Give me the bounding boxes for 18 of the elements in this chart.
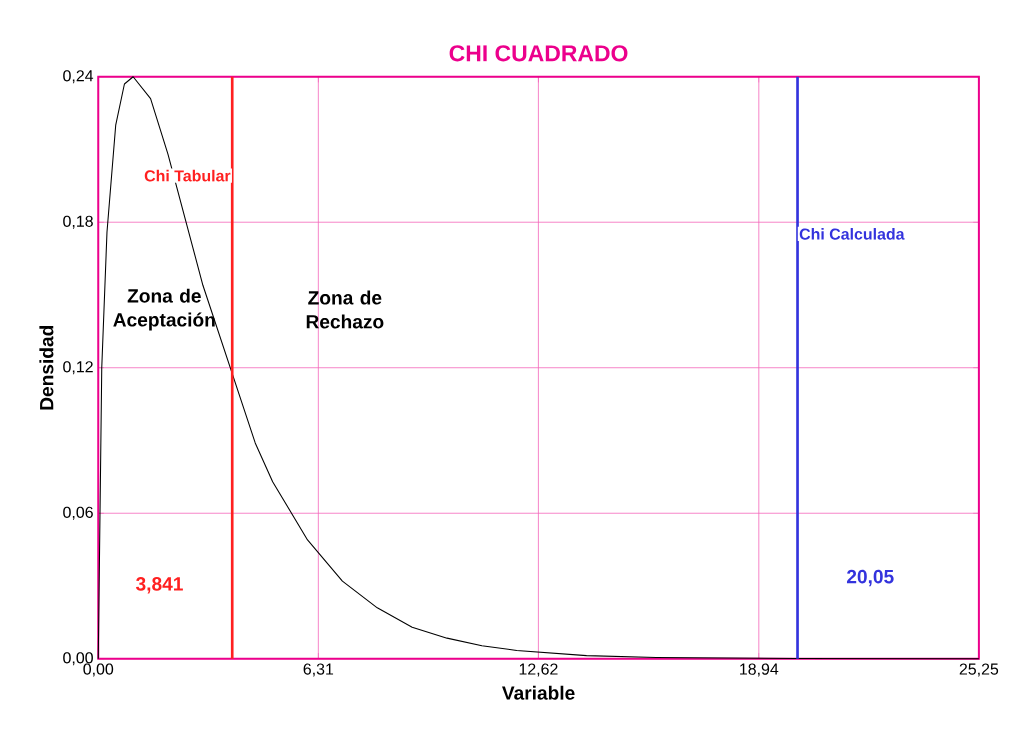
- line-series: [97, 76, 980, 660]
- y-axis-title: Densidad: [39, 325, 54, 410]
- x-tick-label: 18,94: [740, 663, 779, 677]
- x-tick-label: 25,25: [959, 663, 999, 677]
- chart-title: CHI CUADRADO: [449, 45, 628, 62]
- annotation: Zona de Rechazo: [306, 290, 384, 329]
- ref-line-label: Chi Calculada: [799, 227, 905, 240]
- x-axis-title: Variable: [502, 685, 575, 700]
- annotation: 3,841: [136, 577, 183, 594]
- ref-line-label: Chi Tabular: [144, 169, 231, 182]
- y-tick-label: 0,18: [63, 215, 93, 229]
- annotation: Zona de Aceptación: [113, 288, 215, 331]
- y-tick-label: 0,12: [63, 361, 93, 375]
- annotation: 20,05: [846, 569, 894, 587]
- x-tick-label: 6,31: [303, 663, 334, 677]
- y-tick-label: 0,06: [63, 506, 93, 520]
- x-tick-label: 12,62: [519, 663, 558, 677]
- y-tick-label: 0,24: [63, 70, 94, 84]
